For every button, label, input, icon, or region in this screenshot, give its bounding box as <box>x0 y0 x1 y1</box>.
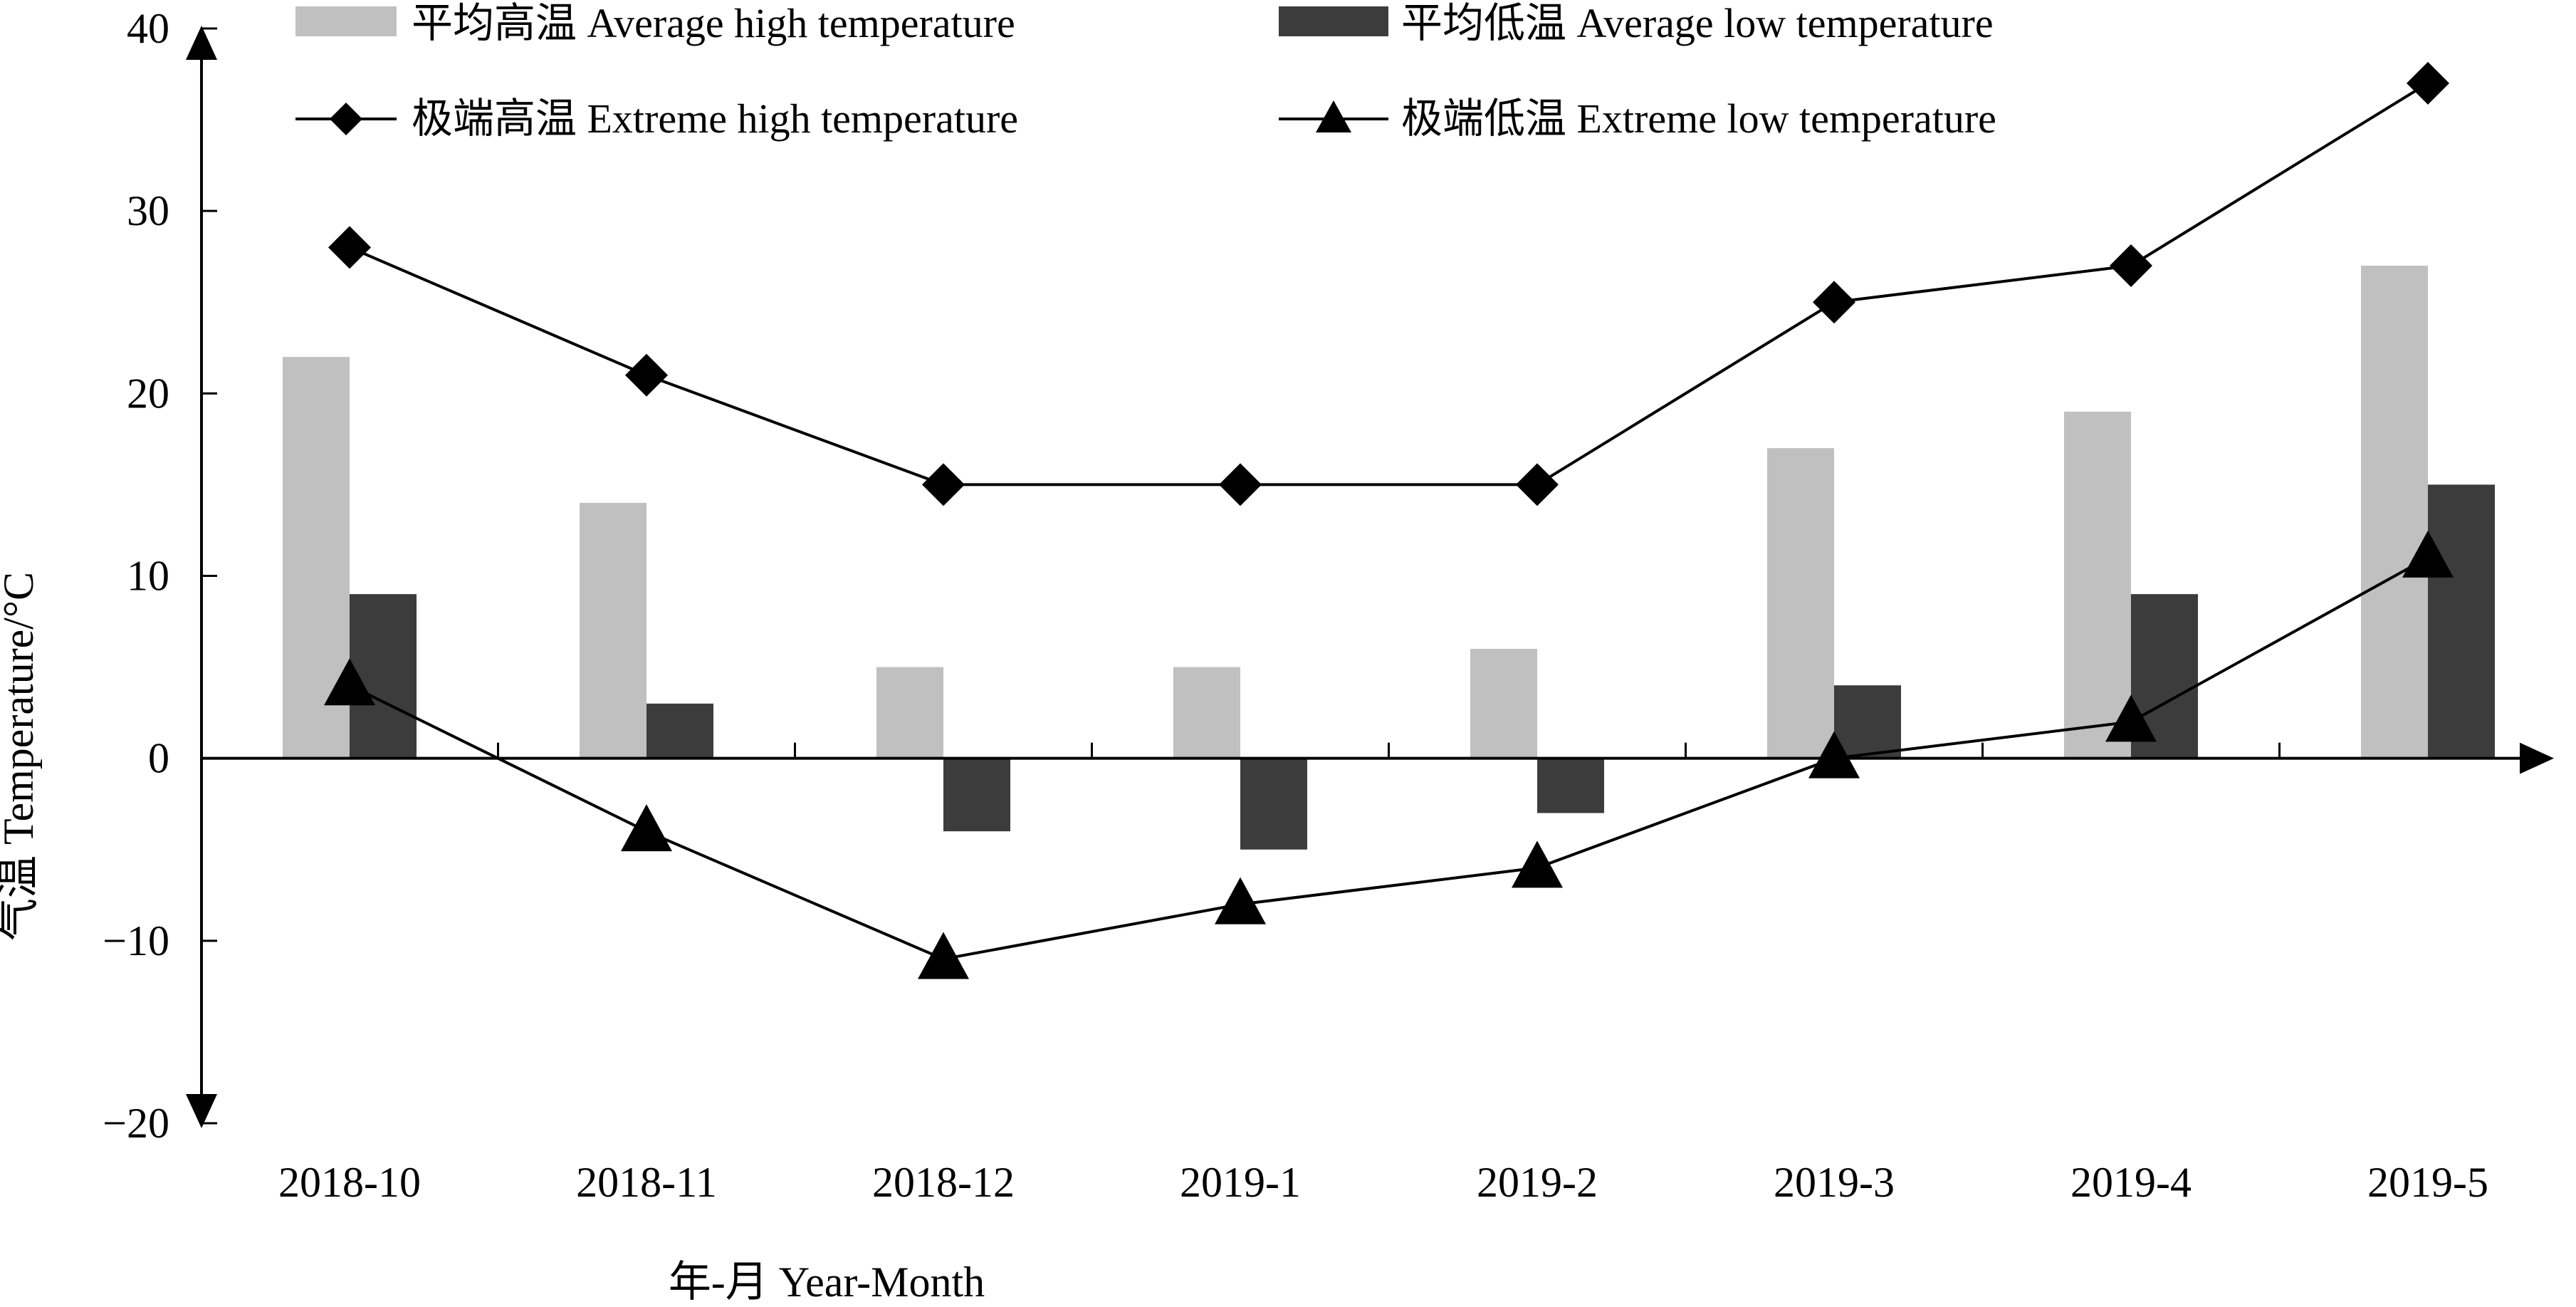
x-axis-arrow <box>2520 742 2554 774</box>
y-tick-label: −10 <box>103 917 169 964</box>
avg-low-bar-2019-1 <box>1240 758 1307 850</box>
avg-low-bar-2019-2 <box>1537 758 1604 813</box>
y-tick-label: 0 <box>148 735 169 782</box>
extreme-low-marker-2019-5 <box>2402 530 2454 578</box>
legend-label-avg-high: 平均高温 Average high temperature <box>412 0 1015 46</box>
y-tick-label: 10 <box>127 553 169 600</box>
y-axis-down-arrow <box>186 1094 217 1128</box>
legend-label-ext-high: 极端高温 Extreme high temperature <box>412 95 1018 142</box>
legend-item-avg-low: 平均低温 Average low temperature <box>1279 0 1994 46</box>
avg-low-bar-2018-10 <box>350 594 417 759</box>
extreme-low-marker-2018-11 <box>621 804 672 852</box>
extreme-high-marker-2018-10 <box>328 226 371 269</box>
y-tick-label: 20 <box>127 370 169 417</box>
legend-swatch-avg-high <box>295 6 397 36</box>
extreme-high-marker-2019-1 <box>1219 463 1262 506</box>
y-tick-label: 40 <box>127 5 169 52</box>
y-axis-up-arrow <box>186 26 217 60</box>
x-tick-label-2019-1: 2019-1 <box>1180 1159 1301 1206</box>
extreme-high-marker-2018-11 <box>625 353 668 397</box>
legend-diamond-marker <box>330 103 362 135</box>
extreme-low-marker-2018-12 <box>918 932 969 979</box>
x-axis-title: 年-月 Year-Month <box>669 1259 985 1306</box>
extreme-high-marker-2019-4 <box>2110 244 2152 288</box>
extreme-low-marker-2019-3 <box>1808 731 1860 779</box>
extreme-high-marker-2019-3 <box>1813 281 1855 324</box>
x-tick-label-2019-4: 2019-4 <box>2070 1159 2192 1206</box>
legend-item-ext-high: 极端高温 Extreme high temperature <box>295 95 1018 142</box>
legend-label-avg-low: 平均低温 Average low temperature <box>1401 0 1994 46</box>
legend-item-avg-high: 平均高温 Average high temperature <box>295 0 1015 46</box>
avg-high-bar-2018-11 <box>580 503 646 759</box>
legend: 平均高温 Average high temperature 平均低温 Avera… <box>295 0 1996 142</box>
avg-high-bar-2019-5 <box>2361 266 2428 759</box>
extreme-high-marker-2019-5 <box>2407 61 2449 105</box>
avg-low-bar-2018-11 <box>646 703 713 759</box>
x-tick-label-2019-3: 2019-3 <box>1774 1159 1895 1206</box>
avg-high-bar-2019-3 <box>1767 448 1834 759</box>
avg-low-bar-2019-3 <box>1834 685 1901 759</box>
legend-label-ext-low: 极端低温 Extreme low temperature <box>1401 95 1996 142</box>
x-tick-label-2018-10: 2018-10 <box>278 1159 421 1206</box>
legend-item-ext-low: 极端低温 Extreme low temperature <box>1279 95 1996 142</box>
avg-high-bar-2018-12 <box>876 667 943 759</box>
extreme-low-marker-2019-2 <box>1512 840 1563 888</box>
plot-area: 40 30 20 10 0 −10 −20 2018-10 2018-11 2018-12 2019… <box>103 5 2554 1206</box>
y-tick-label: 30 <box>127 187 169 234</box>
legend-triangle-marker <box>1316 100 1351 132</box>
extreme-high-line <box>349 82 2429 486</box>
x-tick-label-2018-12: 2018-12 <box>872 1159 1015 1206</box>
x-tick-label-2019-5: 2019-5 <box>2367 1159 2488 1206</box>
extreme-high-marker-2018-12 <box>922 463 965 506</box>
y-tick-label: −20 <box>103 1100 169 1147</box>
avg-high-bar-2019-1 <box>1173 667 1240 759</box>
avg-low-bar-2018-12 <box>943 758 1010 832</box>
extreme-low-marker-2018-10 <box>324 658 375 706</box>
avg-low-bar-2019-5 <box>2428 484 2495 759</box>
extreme-low-marker-2019-4 <box>2105 694 2157 742</box>
avg-high-bar-2019-4 <box>2064 411 2131 759</box>
avg-high-bar-2019-2 <box>1470 648 1537 759</box>
y-axis-title: 气温 Temperature/°C <box>0 572 42 941</box>
x-tick-label-2018-11: 2018-11 <box>576 1159 717 1206</box>
extreme-high-marker-2019-2 <box>1516 463 1559 506</box>
extreme-low-marker-2019-1 <box>1215 877 1266 925</box>
extreme-low-line <box>349 556 2429 961</box>
x-tick-label-2019-2: 2019-2 <box>1477 1159 1598 1206</box>
legend-swatch-avg-low <box>1279 6 1388 36</box>
